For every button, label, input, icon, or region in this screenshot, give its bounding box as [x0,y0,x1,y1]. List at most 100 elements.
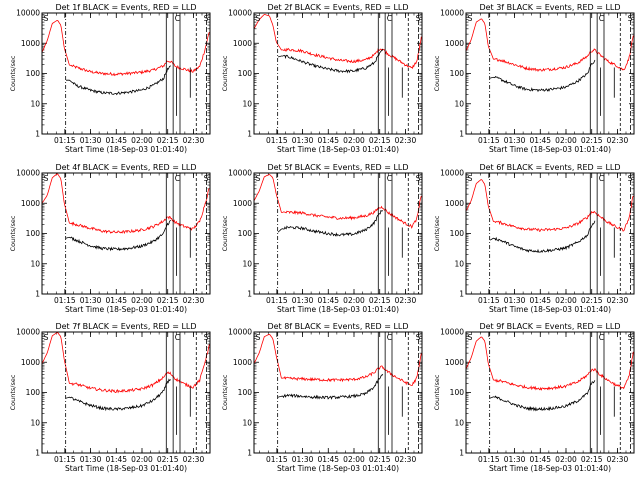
plot-frame [41,172,211,295]
x-tick-label: 02:00 [555,136,577,145]
y-tick-label: 100 [26,69,41,78]
series-events-line [489,220,596,253]
x-tick-label: 01:15 [54,296,76,305]
y-tick-label: 1 [247,449,252,458]
corner-marker: C [387,174,392,183]
y-axis-label: Counts/sec [9,55,17,91]
y-tick-label: 10000 [16,169,40,178]
y-tick-label: 10 [454,99,464,108]
corner-marker: S [44,333,49,342]
x-tick-label: 01:15 [266,136,288,145]
plot-frame [253,331,423,454]
corner-marker: C [387,14,392,23]
y-tick-label: 10000 [440,328,464,337]
y-tick-label: 100 [26,229,41,238]
corner-marker: S [256,174,261,183]
y-tick-label: 1000 [445,199,464,208]
panel-title: Det 5f BLACK = Events, RED = LLD [267,163,408,172]
plot-frame [41,12,211,135]
series-events-line [489,380,596,412]
x-tick-label: 02:15 [369,296,391,305]
y-tick-label: 1 [459,130,464,139]
corner-marker: S [416,333,421,342]
plot-area [254,332,422,453]
y-tick-label: 10 [30,99,40,108]
plot-area [42,13,210,134]
panel-title: Det 9f BLACK = Events, RED = LLD [479,322,620,331]
x-tick-label: 02:15 [157,136,179,145]
x-tick-label: 02:30 [607,455,629,464]
plot-frame [253,12,423,135]
panel-title: Det 4f BLACK = Events, RED = LLD [55,163,196,172]
series-events-line [277,48,384,74]
panel-2: Det 2f BLACK = Events, RED = LLD 1 10 100 10… [221,3,423,154]
x-axis-label: Start Time (18-Sep-03 01:01:40) [489,464,611,473]
y-tick-label: 1000 [445,358,464,367]
plot-frame [41,331,211,454]
x-tick-label: 01:15 [266,296,288,305]
corner-marker: S [204,14,209,23]
x-tick-label: 02:15 [581,296,603,305]
x-tick-label: 01:30 [292,455,314,464]
x-axis-label: Start Time (18-Sep-03 01:01:40) [277,464,399,473]
x-tick-label: 01:30 [80,296,102,305]
x-tick-label: 01:45 [105,136,127,145]
y-tick-label: 1000 [21,39,40,48]
corner-marker: C [175,14,180,23]
y-tick-label: 1 [459,449,464,458]
y-tick-label: 1 [35,130,40,139]
plot-area [42,332,210,453]
y-tick-label: 1000 [21,199,40,208]
panel-6: Det 6f BLACK = Events, RED = LLD 1 10 100 10… [433,163,635,314]
x-tick-label: 02:30 [395,455,417,464]
y-tick-label: 1000 [233,199,252,208]
x-tick-label: 01:45 [529,455,551,464]
series-lld-line [254,174,422,229]
x-tick-label: 02:30 [607,136,629,145]
y-tick-label: 100 [450,69,465,78]
y-tick-label: 100 [450,388,465,397]
y-tick-label: 10 [30,259,40,268]
plot-frame [253,172,423,295]
x-axis-label: Start Time (18-Sep-03 01:01:40) [65,305,187,314]
x-axis-label: Start Time (18-Sep-03 01:01:40) [489,305,611,314]
x-tick-label: 02:00 [131,455,153,464]
x-tick-label: 02:00 [343,455,365,464]
panel-8: Det 8f BLACK = Events, RED = LLD 1 10 100 10… [221,322,423,473]
x-axis-label: Start Time (18-Sep-03 01:01:40) [277,145,399,154]
x-tick-label: 01:30 [504,136,526,145]
panel-5: Det 5f BLACK = Events, RED = LLD 1 10 100 10… [221,163,423,314]
y-tick-label: 1000 [233,39,252,48]
series-lld-line [254,13,422,70]
corner-marker: S [256,333,261,342]
panel-4: Det 4f BLACK = Events, RED = LLD 1 10 100 10… [9,163,211,314]
x-axis-label: Start Time (18-Sep-03 01:01:40) [65,145,187,154]
x-tick-label: 02:00 [131,296,153,305]
x-tick-label: 01:30 [80,455,102,464]
panel-title: Det 1f BLACK = Events, RED = LLD [55,3,196,12]
x-tick-label: 01:30 [292,296,314,305]
y-tick-label: 100 [238,229,253,238]
x-tick-label: 02:00 [555,455,577,464]
x-tick-label: 01:30 [292,136,314,145]
y-tick-label: 100 [26,388,41,397]
plot-area [254,173,422,294]
x-tick-label: 02:30 [183,136,205,145]
x-tick-label: 01:15 [54,136,76,145]
y-tick-label: 1 [35,449,40,458]
series-events-line [66,65,172,96]
corner-marker: S [204,333,209,342]
x-tick-label: 01:45 [317,296,339,305]
y-tick-label: 100 [238,69,253,78]
y-axis-label: Counts/sec [221,215,229,251]
y-tick-label: 1 [247,130,252,139]
x-tick-label: 02:15 [369,136,391,145]
x-tick-label: 01:15 [478,455,500,464]
x-axis-label: Start Time (18-Sep-03 01:01:40) [65,464,187,473]
y-tick-label: 10 [242,99,252,108]
y-axis-label: Counts/sec [433,215,441,251]
series-lld-line [466,336,634,391]
plot-area [254,13,422,134]
series-events-line [489,59,596,93]
